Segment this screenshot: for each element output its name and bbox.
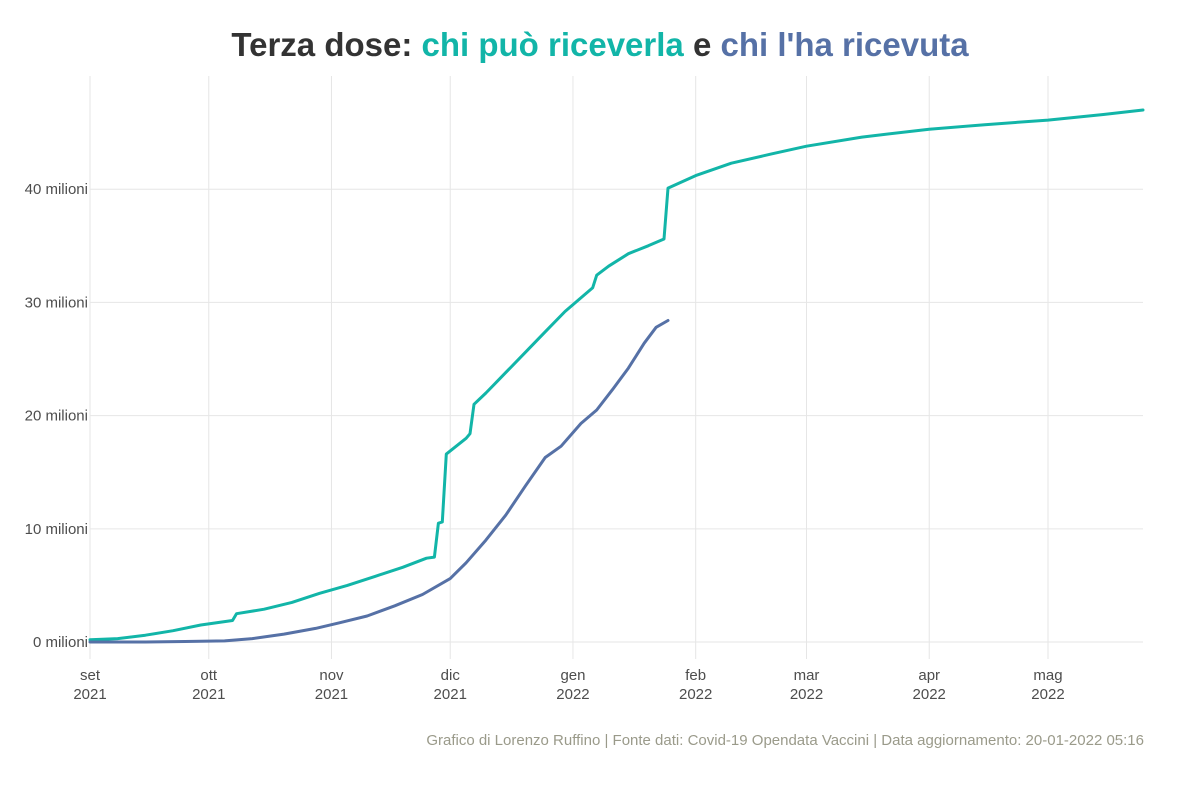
x-tick-year: 2021 [434, 686, 467, 703]
chart-caption: Grafico di Lorenzo Ruffino | Fonte dati:… [426, 732, 1144, 749]
x-tick-year: 2022 [556, 686, 589, 703]
y-tick-label: 20 milioni [25, 408, 88, 425]
x-tick-month: gen [560, 667, 585, 684]
x-tick-month: set [80, 667, 101, 684]
x-tick-month: feb [685, 667, 706, 684]
x-tick-month: apr [918, 667, 940, 684]
title-eligible: chi può riceverla [421, 26, 684, 63]
x-axis-labels: set 2021 ott 2021 nov 2021 dic 2021 gen 2022 feb 20… [73, 667, 1064, 703]
x-tick-month: mar [794, 667, 820, 684]
title-prefix: Terza dose: [231, 26, 422, 63]
y-axis-labels: 0 milioni 10 milioni 20 milioni 30 milioni 4… [25, 181, 88, 651]
x-tick-year: 2022 [913, 686, 946, 703]
x-tick-year: 2022 [790, 686, 823, 703]
y-tick-label: 10 milioni [25, 521, 88, 538]
x-tick-year: 2021 [192, 686, 225, 703]
x-tick-year: 2022 [679, 686, 712, 703]
series-lines [88, 108, 1145, 644]
y-tick-label: 0 milioni [33, 634, 88, 651]
x-tick-month: dic [441, 667, 461, 684]
grid-lines [89, 76, 1143, 659]
y-tick-label: 40 milioni [25, 181, 88, 198]
chart-title: Terza dose: chi può riceverla e chi l'ha… [0, 26, 1200, 64]
series-line-eligible [88, 108, 1145, 642]
x-tick-month: mag [1033, 667, 1062, 684]
x-tick-year: 2022 [1031, 686, 1064, 703]
title-received: chi l'ha ricevuta [720, 26, 969, 63]
series-line-received [88, 319, 670, 644]
title-middle: e [683, 26, 721, 63]
x-tick-year: 2021 [73, 686, 106, 703]
x-tick-month: ott [200, 667, 218, 684]
x-tick-month: nov [319, 667, 344, 684]
x-tick-year: 2021 [315, 686, 348, 703]
y-tick-label: 30 milioni [25, 294, 88, 311]
